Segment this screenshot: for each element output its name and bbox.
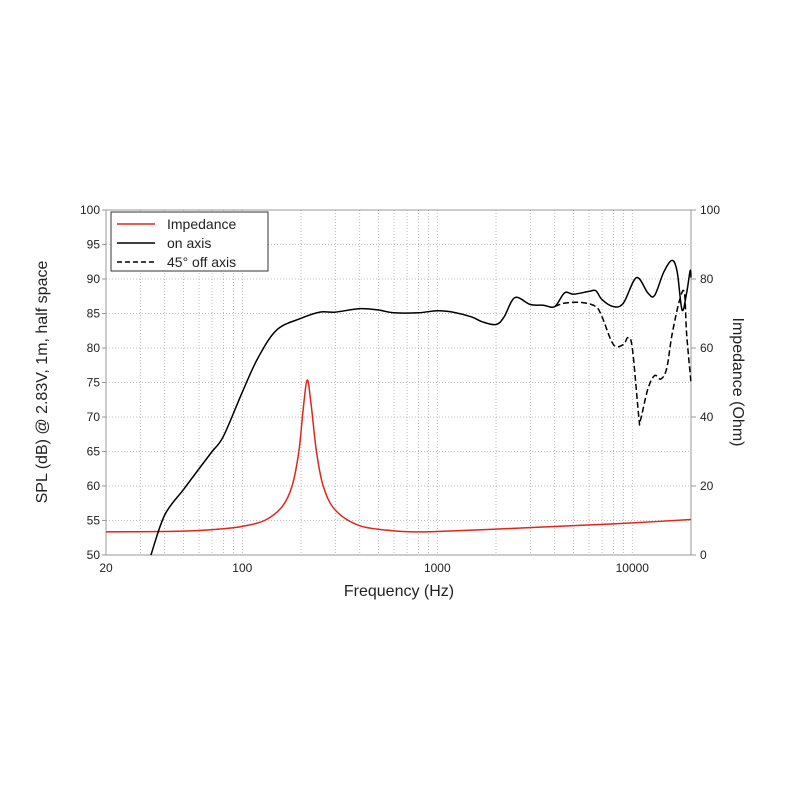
y-tick-label: 70 xyxy=(87,410,101,424)
y-tick-label: 90 xyxy=(87,272,101,286)
x-tick-label: 1000 xyxy=(424,561,451,575)
y2-tick-label: 40 xyxy=(700,410,714,424)
series-lines xyxy=(105,259,692,556)
y-tick-label: 65 xyxy=(87,445,101,459)
legend: Impedance on axis 45° off axis xyxy=(110,211,269,272)
y2-tick-label: 20 xyxy=(700,479,714,493)
series-line-off-axis xyxy=(554,289,692,426)
x-tick-label: 100 xyxy=(232,561,252,575)
y2-tick-label: 0 xyxy=(700,548,707,562)
y2-axis-label: Impedance (Ohm) xyxy=(729,318,746,447)
plot-frame xyxy=(105,209,692,556)
y2-tick-label: 80 xyxy=(700,272,714,286)
series-line-impedance xyxy=(105,379,692,533)
series-line-on-axis xyxy=(150,259,692,556)
legend-label-on-axis: on axis xyxy=(167,235,211,251)
y-axis-label: SPL (dB) @ 2.83V, 1m, half space xyxy=(34,261,51,504)
y-tick-label: 95 xyxy=(87,238,101,252)
y-tick-label: 60 xyxy=(87,479,101,493)
x-axis-label: Frequency (Hz) xyxy=(344,583,454,600)
y2-tick-label: 60 xyxy=(700,341,714,355)
y-tick-label: 55 xyxy=(87,514,101,528)
x-tick-label: 10000 xyxy=(616,561,650,575)
y-tick-label: 85 xyxy=(87,307,101,321)
legend-label-impedance: Impedance xyxy=(167,216,236,232)
legend-label-off-axis: 45° off axis xyxy=(167,254,236,270)
y-tick-label: 75 xyxy=(87,376,101,390)
y-tick-label: 80 xyxy=(87,341,101,355)
y2-tick-label: 100 xyxy=(700,203,720,217)
y-tick-label: 100 xyxy=(80,203,100,217)
y-tick-label: 50 xyxy=(87,548,101,562)
x-tick-label: 20 xyxy=(99,561,113,575)
legend-box xyxy=(110,211,269,272)
